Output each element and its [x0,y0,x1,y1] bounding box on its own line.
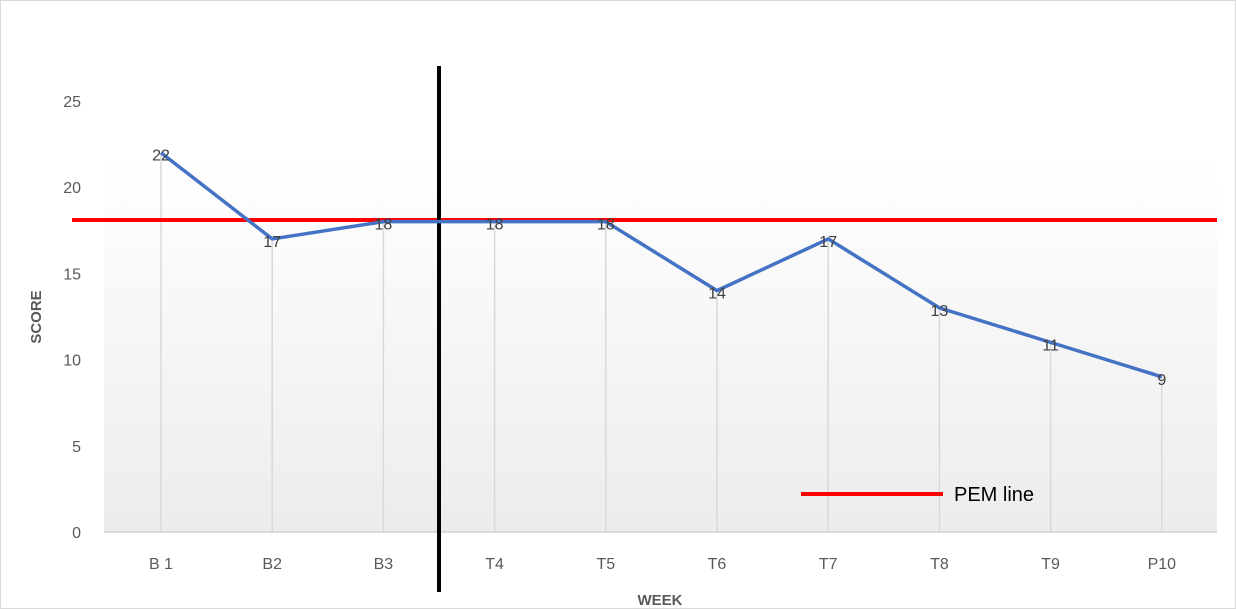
legend-label-pem-line: PEM line [954,484,1034,506]
y-tick-label: 5 [72,439,81,456]
data-label: 13 [931,303,949,320]
x-tick-label: B 1 [149,556,173,573]
x-tick-label: T5 [596,556,615,573]
data-label: 17 [819,234,837,251]
x-tick-label: B3 [374,556,394,573]
x-tick-label: T7 [819,556,838,573]
x-axis-title: WEEK [638,592,683,608]
y-tick-label: 0 [72,525,81,542]
data-label: 18 [486,217,504,234]
x-tick-label: T6 [708,556,727,573]
y-tick-label: 15 [63,266,81,283]
legend: PEM line [801,484,1034,506]
y-tick-label: 10 [63,353,81,370]
data-label: 9 [1157,372,1166,389]
y-tick-label: 25 [63,94,81,111]
x-tick-label: T9 [1041,556,1060,573]
x-tick-label: P10 [1148,556,1177,573]
y-axis-title: SCORE [28,290,45,343]
x-tick-label: B2 [262,556,282,573]
data-label: 14 [708,286,726,303]
x-tick-label: T8 [930,556,949,573]
data-label: 17 [263,234,281,251]
data-label: 11 [1042,337,1059,354]
score-series-line [159,151,1163,379]
y-tick-label: 20 [63,180,81,197]
data-label: 18 [597,217,615,234]
data-label: 22 [152,148,170,165]
data-label: 18 [375,217,393,234]
x-tick-label: T4 [485,556,504,573]
